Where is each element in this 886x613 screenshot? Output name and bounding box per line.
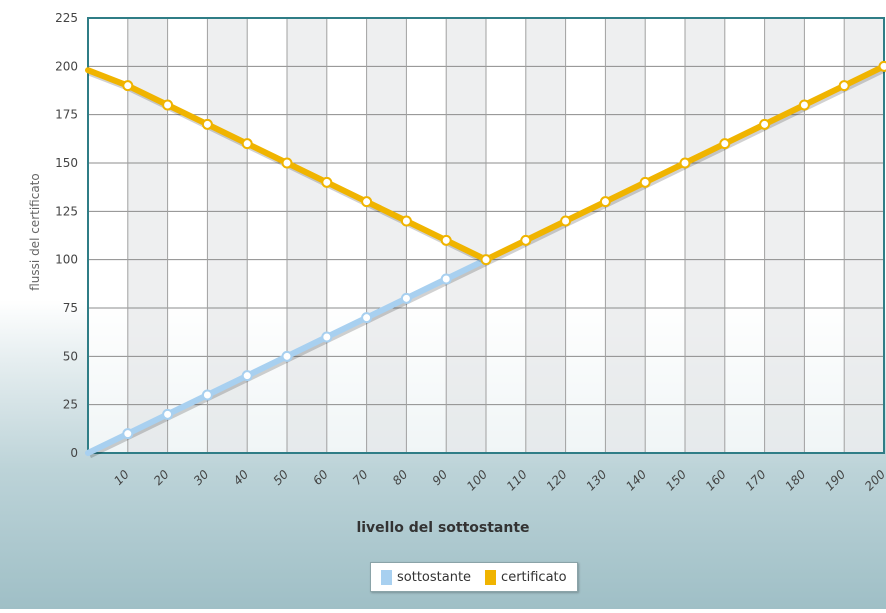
data-point-certificato (402, 217, 411, 226)
y-tick-label: 175 (55, 108, 78, 122)
y-tick-label: 150 (55, 156, 78, 170)
y-tick-label: 200 (55, 59, 78, 73)
data-point-certificato (880, 62, 886, 71)
data-point-certificato (800, 101, 809, 110)
x-tick-label: 50 (270, 467, 291, 488)
plot-band (685, 18, 725, 453)
plot-band (765, 18, 805, 453)
data-point-certificato (243, 139, 252, 148)
data-point-sottostante (203, 391, 212, 400)
legend-swatch-certificato (485, 570, 496, 585)
x-tick-label: 150 (663, 467, 689, 493)
plot-band (605, 18, 645, 453)
x-tick-label: 140 (623, 467, 649, 493)
x-tick-label: 90 (430, 467, 451, 488)
data-point-sottostante (123, 429, 132, 438)
plot-band (446, 18, 486, 453)
y-tick-label: 225 (55, 11, 78, 25)
data-point-sottostante (322, 333, 331, 342)
x-tick-label: 130 (583, 467, 609, 493)
x-tick-label: 60 (310, 467, 331, 488)
data-point-certificato (720, 139, 729, 148)
x-tick-label: 200 (862, 467, 886, 493)
legend-label-certificato: certificato (501, 570, 567, 585)
plot-band (287, 18, 327, 453)
data-point-sottostante (362, 313, 371, 322)
legend-item-sottostante[interactable]: sottostante (381, 570, 471, 585)
y-tick-label: 0 (70, 446, 78, 460)
x-tick-label: 70 (350, 467, 371, 488)
y-tick-label: 100 (55, 253, 78, 267)
x-axis-title: livello del sottostante (0, 520, 886, 536)
data-point-certificato (123, 81, 132, 90)
plot-band (367, 18, 407, 453)
y-axis-title: flussi del certificato (28, 117, 42, 347)
x-tick-label: 110 (504, 467, 530, 493)
data-point-certificato (521, 236, 530, 245)
y-tick-label: 50 (63, 349, 78, 363)
x-tick-label: 190 (822, 467, 848, 493)
x-tick-label: 80 (390, 467, 411, 488)
data-point-certificato (362, 197, 371, 206)
y-tick-label: 125 (55, 204, 78, 218)
data-point-sottostante (243, 371, 252, 380)
data-point-certificato (322, 178, 331, 187)
x-tick-label: 30 (191, 467, 212, 488)
data-point-sottostante (442, 275, 451, 284)
x-tick-label: 20 (151, 467, 172, 488)
x-tick-label: 100 (464, 467, 490, 493)
data-point-sottostante (163, 410, 172, 419)
legend: sottostante certificato (370, 562, 578, 592)
x-tick-label: 120 (544, 467, 570, 493)
data-point-certificato (442, 236, 451, 245)
data-point-certificato (482, 255, 491, 264)
data-point-certificato (601, 197, 610, 206)
x-tick-label: 10 (111, 467, 132, 488)
legend-label-sottostante: sottostante (397, 570, 471, 585)
data-point-certificato (641, 178, 650, 187)
legend-item-certificato[interactable]: certificato (485, 570, 567, 585)
data-point-certificato (203, 120, 212, 129)
plot-band (128, 18, 168, 453)
x-tick-label: 170 (743, 467, 769, 493)
data-point-certificato (163, 101, 172, 110)
data-point-certificato (283, 159, 292, 168)
data-point-sottostante (402, 294, 411, 303)
data-point-sottostante (283, 352, 292, 361)
legend-swatch-sottostante (381, 570, 392, 585)
y-tick-label: 25 (63, 398, 78, 412)
data-point-certificato (760, 120, 769, 129)
data-point-certificato (561, 217, 570, 226)
x-tick-label: 40 (231, 467, 252, 488)
data-point-certificato (681, 159, 690, 168)
data-point-certificato (840, 81, 849, 90)
x-tick-label: 180 (782, 467, 808, 493)
x-tick-label: 160 (703, 467, 729, 493)
y-tick-label: 75 (63, 301, 78, 315)
